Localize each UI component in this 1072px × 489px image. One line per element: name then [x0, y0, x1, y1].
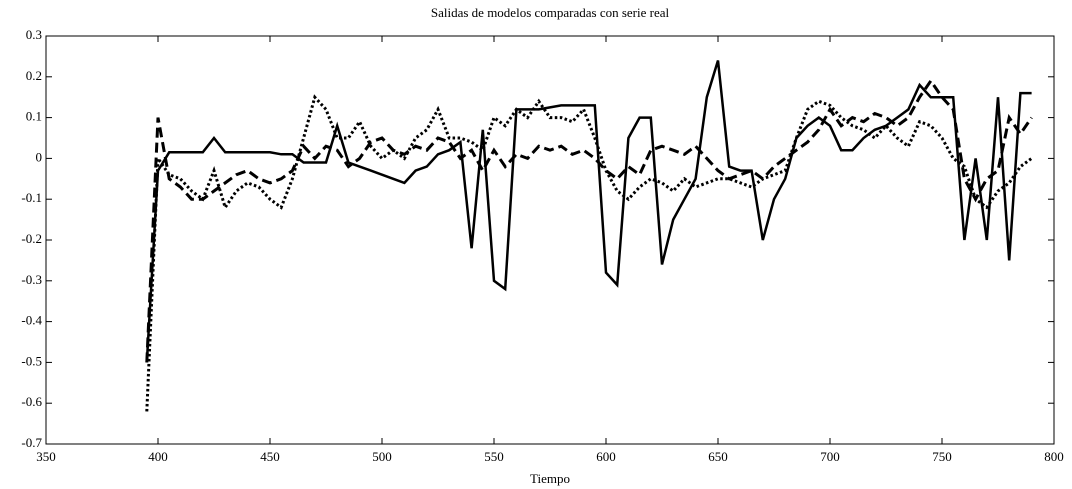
x-tick-label: 400 [148, 449, 168, 464]
y-tick-label: -0.6 [21, 394, 42, 409]
line-series [145, 60, 1032, 363]
y-tick-label: 0 [36, 149, 43, 164]
line-series [145, 78, 1033, 363]
line-series [145, 94, 1033, 412]
x-axis-label: Tiempo [530, 471, 570, 486]
y-tick-label: 0.2 [26, 68, 42, 83]
y-tick-label: 0.1 [26, 109, 42, 124]
y-tick-label: -0.5 [21, 353, 42, 368]
chart-title: Salidas de modelos comparadas con serie … [431, 5, 670, 20]
x-tick-label: 700 [820, 449, 840, 464]
x-tick-label: 350 [36, 449, 56, 464]
y-tick-label: 0.3 [26, 27, 42, 42]
y-tick-label: -0.3 [21, 272, 42, 287]
x-tick-label: 450 [260, 449, 280, 464]
y-tick-label: -0.4 [21, 313, 42, 328]
x-tick-label: 550 [484, 449, 504, 464]
x-tick-label: 650 [708, 449, 728, 464]
x-tick-label: 600 [596, 449, 616, 464]
x-tick-label: 500 [372, 449, 392, 464]
y-tick-label: -0.2 [21, 231, 42, 246]
x-tick-label: 750 [932, 449, 952, 464]
y-tick-label: -0.1 [21, 190, 42, 205]
plot-frame [45, 35, 1055, 445]
y-tick-label: -0.7 [21, 435, 42, 450]
x-tick-label: 800 [1044, 449, 1064, 464]
